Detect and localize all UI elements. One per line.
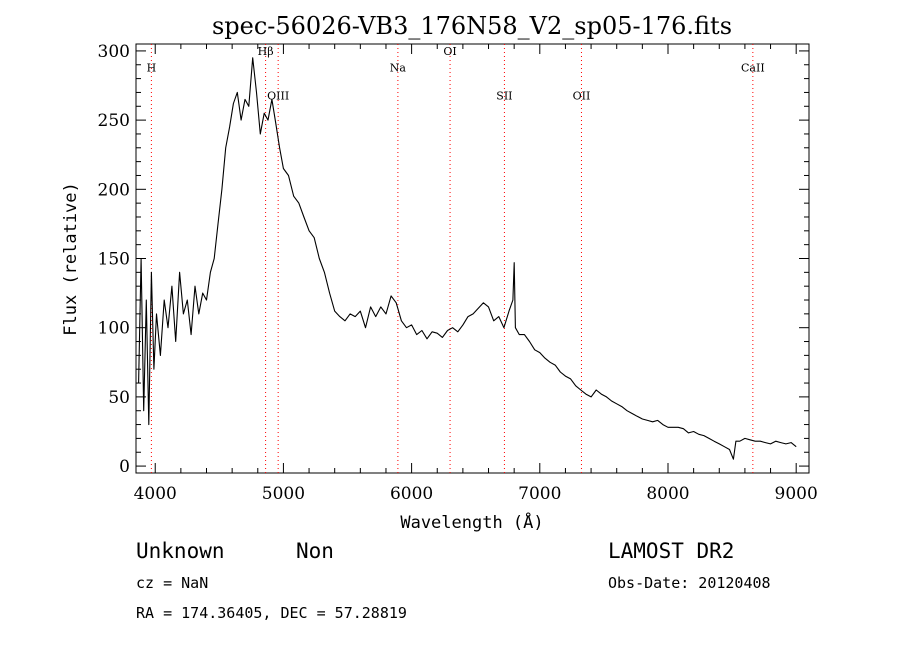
footer-obs-date: Obs-Date: 20120408 bbox=[608, 574, 771, 592]
y-tick-label-3: 150 bbox=[98, 250, 130, 270]
x-tick-label-5: 9000 bbox=[775, 484, 818, 504]
line-label-5: SII bbox=[496, 89, 512, 102]
line-label-3: Na bbox=[390, 62, 407, 75]
y-tick-label-4: 200 bbox=[98, 180, 130, 200]
plot-frame bbox=[135, 43, 810, 474]
x-tick-label-1: 5000 bbox=[262, 484, 305, 504]
y-tick-label-6: 300 bbox=[98, 42, 130, 62]
y-tick-label-1: 50 bbox=[108, 388, 130, 408]
spectrum-line bbox=[138, 57, 797, 460]
x-tick-label-0: 4000 bbox=[134, 484, 177, 504]
footer-class: Unknown bbox=[136, 539, 225, 563]
plot-area: H Hβ OIII Na OI SII OII CaII 4000 5000 6000 7000 800… bbox=[98, 42, 818, 504]
footer-subclass: Non bbox=[296, 539, 334, 563]
y-tick-label-5: 250 bbox=[98, 111, 130, 131]
line-label-7: CaII bbox=[741, 62, 765, 75]
x-tick-label-4: 8000 bbox=[646, 484, 689, 504]
y-tick-label-2: 100 bbox=[98, 319, 130, 339]
footer-survey: LAMOST DR2 bbox=[608, 539, 734, 563]
footer-cz: cz = NaN bbox=[136, 574, 208, 592]
x-axis-label: Wavelength (Å) bbox=[400, 511, 543, 533]
y-tick-label-0: 0 bbox=[119, 457, 130, 477]
footer-radec: RA = 174.36405, DEC = 57.28819 bbox=[136, 604, 407, 622]
y-axis-label: Flux (relative) bbox=[61, 182, 81, 336]
x-tick-label-2: 6000 bbox=[390, 484, 433, 504]
line-label-6: OII bbox=[573, 89, 591, 102]
line-label-2: OIII bbox=[267, 89, 289, 102]
x-tick-label-3: 7000 bbox=[518, 484, 561, 504]
line-label-4: OI bbox=[443, 45, 456, 58]
line-label-1: Hβ bbox=[258, 45, 274, 58]
line-label-0: H bbox=[147, 62, 157, 75]
chart-title: spec-56026-VB3_176N58_V2_sp05-176.fits bbox=[212, 12, 732, 40]
